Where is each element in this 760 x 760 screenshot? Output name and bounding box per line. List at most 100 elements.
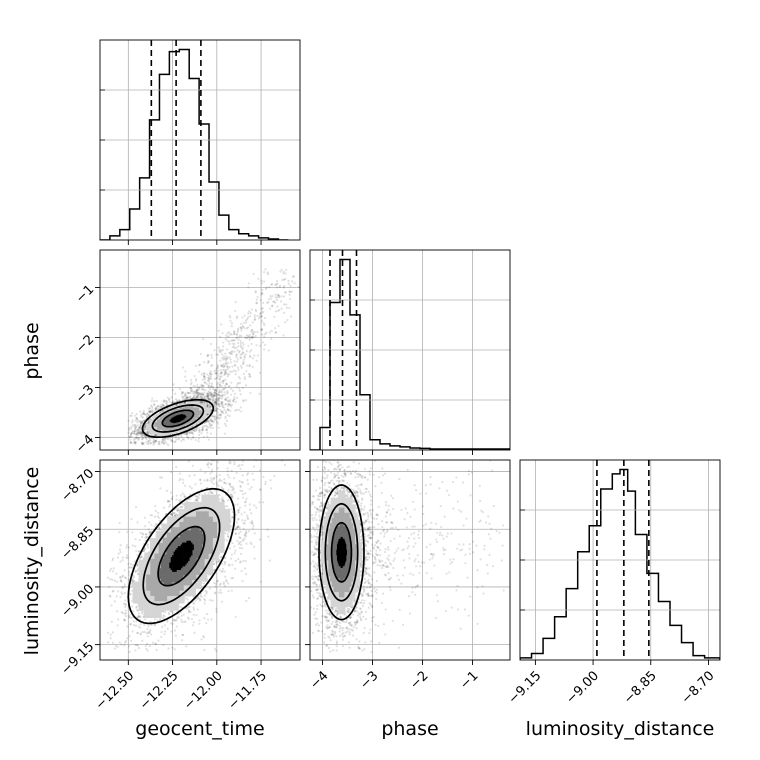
scatter-point — [148, 410, 152, 414]
scatter-point — [232, 400, 235, 403]
scatter-point — [136, 434, 139, 437]
scatter-point — [209, 394, 212, 397]
scatter-point — [211, 420, 214, 424]
scatter-point — [179, 611, 183, 614]
scatter-point — [238, 389, 241, 392]
scatter-point — [239, 406, 242, 409]
scatter-point — [201, 429, 204, 432]
scatter-point — [261, 288, 264, 292]
density-cell-3 — [177, 418, 179, 420]
scatter-point — [251, 335, 254, 339]
scatter-point — [208, 587, 211, 590]
scatter-point — [226, 389, 229, 393]
scatter-point — [258, 315, 261, 318]
scatter-point — [220, 371, 223, 374]
scatter-point — [164, 610, 167, 614]
scatter-point — [186, 396, 189, 399]
scatter-point — [130, 425, 133, 429]
density-cell-3 — [183, 415, 185, 417]
scatter-point — [226, 408, 229, 411]
scatter-point — [113, 579, 116, 582]
scatter-point — [251, 336, 254, 340]
scatter-point — [217, 426, 220, 429]
scatter-point — [208, 398, 211, 401]
density-cell-3 — [172, 421, 174, 423]
scatter-point — [228, 482, 231, 485]
scatter-point — [109, 637, 112, 640]
scatter-point — [228, 403, 232, 407]
density-cell-3 — [173, 418, 175, 420]
scatter-point — [223, 357, 226, 360]
density-cell-1 — [195, 413, 199, 416]
scatter-point — [222, 366, 225, 369]
density-cell-0 — [164, 431, 169, 434]
scatter-point — [201, 387, 204, 390]
scatter-point — [199, 352, 202, 356]
scatter-point — [153, 515, 157, 518]
scatter-point — [260, 328, 263, 331]
scatter-point — [234, 400, 237, 403]
scatter-point — [214, 407, 217, 410]
scatter-point — [246, 318, 249, 321]
scatter-point — [239, 353, 242, 356]
scatter-point — [253, 316, 256, 319]
scatter-point — [185, 397, 188, 400]
scatter-point — [261, 328, 264, 331]
scatter-point — [129, 441, 132, 444]
density-cell-3 — [180, 420, 182, 422]
scatter-point — [153, 400, 156, 403]
scatter-point — [235, 333, 238, 336]
scatter-point — [163, 615, 166, 618]
scatter-point — [220, 353, 224, 356]
scatter-point — [220, 402, 223, 405]
scatter-point — [242, 400, 246, 403]
scatter-point — [229, 400, 232, 403]
scatter-point — [217, 393, 220, 396]
scatter-point — [223, 422, 227, 425]
contour-1 — [151, 404, 205, 433]
scatter-point — [205, 621, 208, 625]
scatter-point — [216, 386, 219, 389]
scatter-point — [251, 357, 254, 360]
density-cell-2 — [167, 423, 170, 426]
density-cell-3 — [171, 419, 173, 421]
scatter-point — [223, 391, 226, 394]
scatter-point — [138, 614, 141, 618]
scatter-point — [233, 491, 236, 494]
scatter-point — [224, 415, 227, 418]
scatter-point — [228, 415, 231, 418]
scatter-point — [194, 397, 198, 400]
scatter-point — [198, 619, 201, 622]
density-cell-3 — [178, 419, 180, 421]
density-cell-1 — [165, 428, 169, 430]
density-cell-2 — [164, 418, 167, 421]
scatter-point — [237, 510, 240, 513]
scatter-point — [218, 377, 221, 380]
scatter-point — [245, 350, 248, 353]
scatter-point — [163, 633, 166, 636]
scatter-point — [145, 535, 148, 539]
scatter-point — [219, 453, 221, 455]
scatter-point — [237, 408, 241, 412]
density-cell-3 — [170, 421, 172, 423]
scatter-point — [139, 424, 142, 427]
scatter-point — [176, 617, 179, 620]
scatter-point — [180, 439, 183, 443]
scatter-point — [206, 404, 209, 407]
scatter-point — [239, 393, 242, 396]
scatter-point — [220, 591, 223, 594]
scatter-point — [210, 372, 213, 376]
scatter-point — [194, 379, 198, 382]
scatter-point — [232, 339, 235, 342]
scatter-point — [240, 480, 243, 484]
density-cell-0 — [156, 417, 162, 420]
scatter-point — [241, 351, 244, 354]
scatter-point — [205, 428, 208, 431]
density-cell-3 — [181, 416, 183, 418]
scatter-point — [247, 312, 250, 315]
hist-panel-geocent_time — [99, 39, 301, 245]
density-cell-2 — [171, 414, 174, 416]
density-cell-3 — [173, 417, 175, 419]
scatter-point — [133, 426, 136, 429]
scatter-point — [209, 432, 213, 435]
